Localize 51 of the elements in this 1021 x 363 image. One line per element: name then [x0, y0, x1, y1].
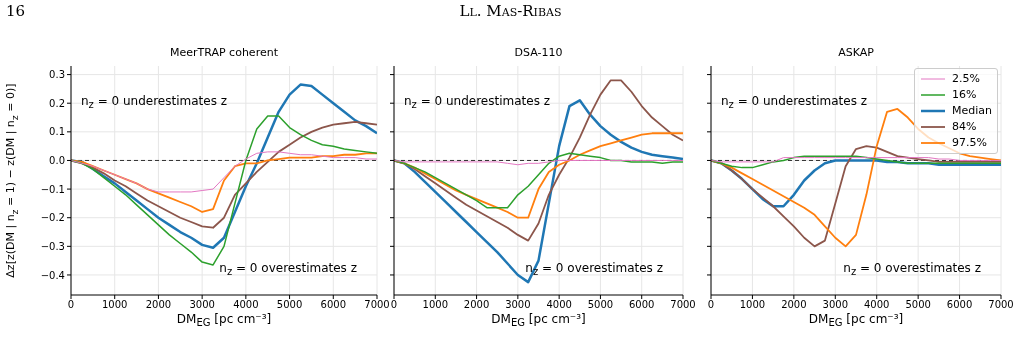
- annotation: n$_{z}$ = 0 overestimates z: [219, 261, 357, 278]
- y-tick-label: −0.1: [40, 183, 65, 195]
- x-tick-label: 3000: [505, 299, 531, 311]
- y-tick-label: −0.3: [40, 240, 65, 252]
- x-tick-label: 5000: [905, 299, 931, 311]
- x-tick-label: 1000: [101, 299, 128, 311]
- x-tick-label: 0: [390, 299, 398, 311]
- x-axis-title: DM$_{EG}$ [pc cm⁻³]: [807, 312, 905, 329]
- x-tick-label: 4000: [863, 299, 890, 311]
- y-tick-label: 0.0: [49, 155, 65, 167]
- y-tick-label: 0.3: [49, 69, 65, 81]
- x-tick-label: 1000: [739, 299, 766, 311]
- x-tick-label: 3000: [189, 299, 215, 311]
- chart-title: MeerTRAP coherent: [169, 46, 279, 59]
- x-tick-label: 0: [707, 299, 715, 311]
- legend-label: Median: [951, 103, 992, 119]
- legend-label: 84%: [951, 119, 977, 135]
- x-tick-label: 7000: [364, 299, 390, 311]
- y-tick-label: 0.2: [49, 97, 65, 109]
- text: 16: [6, 2, 26, 20]
- x-tick-label: 6000: [946, 299, 973, 311]
- x-tick-label: 1000: [422, 299, 449, 311]
- x-tick-label: 0: [67, 299, 75, 311]
- x-tick-label: 6000: [628, 299, 655, 311]
- text: Ll. Mas-Ribas: [459, 2, 562, 20]
- x-tick-label: 3000: [822, 299, 849, 311]
- y-tick-label: 0.1: [49, 126, 65, 138]
- x-tick-label: 7000: [670, 299, 696, 311]
- annotation: n$_{z}$ = 0 overestimates z: [843, 261, 981, 278]
- x-tick-label: 2000: [781, 299, 807, 311]
- annotation: n$_{z}$ = 0 underestimates z: [404, 94, 551, 111]
- x-tick-label: 7000: [988, 299, 1014, 311]
- x-tick-label: 2000: [463, 299, 490, 311]
- annotation: n$_{z}$ = 0 underestimates z: [721, 94, 868, 111]
- legend-label: 97.5%: [951, 135, 987, 151]
- y-tick-label: −0.4: [40, 269, 65, 281]
- x-tick-label: 4000: [546, 299, 572, 311]
- annotation: n$_{z}$ = 0 underestimates z: [81, 94, 228, 111]
- x-axis-title: DM$_{EG}$ [pc cm⁻³]: [490, 312, 587, 329]
- x-tick-label: 2000: [145, 299, 172, 311]
- annotation: n$_{z}$ = 0 overestimates z: [525, 261, 663, 278]
- x-tick-label: 4000: [233, 299, 259, 311]
- chart-title: ASKAP: [837, 46, 875, 59]
- x-tick-label: 5000: [587, 299, 614, 311]
- legend-label: 16%: [951, 87, 977, 103]
- chart-title: DSA-110: [513, 46, 564, 59]
- x-axis-title: DM$_{EG}$ [pc cm⁻³]: [175, 312, 273, 329]
- x-tick-label: 6000: [320, 299, 347, 311]
- y-tick-label: −0.2: [40, 212, 65, 224]
- legend-label: 2.5%: [951, 71, 980, 87]
- x-tick-label: 5000: [276, 299, 303, 311]
